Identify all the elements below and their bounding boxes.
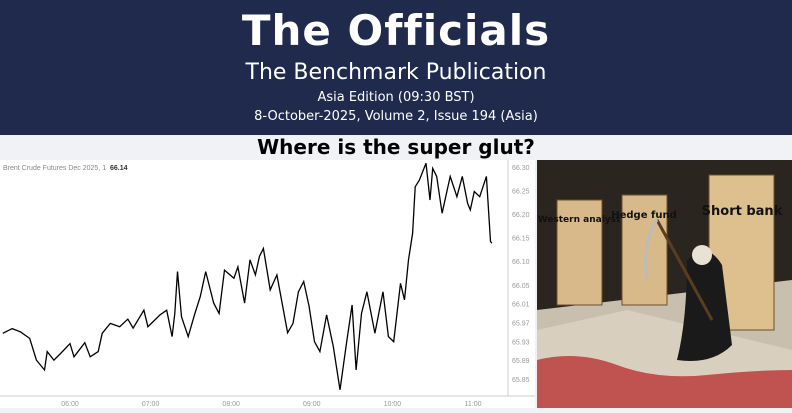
chart-last-value: 66.14 xyxy=(110,165,128,172)
x-tick-label: 11:00 xyxy=(465,401,482,408)
y-tick-label: 66.15 xyxy=(512,236,530,243)
y-tick-label: 65.97 xyxy=(512,320,530,327)
y-tick-label: 66.01 xyxy=(512,302,530,309)
door-label-short-bank: Short bank xyxy=(702,204,783,219)
issue-label: 8-October-2025, Volume 2, Issue 194 (Asi… xyxy=(254,109,538,124)
chart-canvas: 66.30 66.25 66.20 66.15 66.10 66.05 66.01 65.97… xyxy=(0,160,535,408)
x-tick-label: 06:00 xyxy=(61,401,79,408)
x-tick-label: 09:00 xyxy=(303,401,321,408)
cartoon-illustration: Western analyst Hedge fund Short bank xyxy=(537,160,792,408)
y-tick-label: 66.10 xyxy=(512,259,530,266)
door-label-hedge-fund: Hedge fund xyxy=(611,210,676,221)
y-tick-label: 66.30 xyxy=(512,165,530,172)
y-tick-label: 66.25 xyxy=(512,189,530,196)
logo-text: The Officials xyxy=(241,6,551,55)
x-tick-label: 08:00 xyxy=(222,401,240,408)
price-series-line xyxy=(2,162,493,390)
y-tick-label: 65.85 xyxy=(512,377,530,384)
headline: Where is the super glut? xyxy=(257,135,535,159)
grim-reaper-figure xyxy=(644,219,732,361)
x-tick-label: 10:00 xyxy=(384,401,402,408)
chart-title: Brent Crude Futures Dec 2025, 1 66.14 xyxy=(3,165,128,172)
y-tick-label: 65.93 xyxy=(512,339,530,346)
chart-title-text: Brent Crude Futures Dec 2025, 1 xyxy=(3,165,107,172)
edition-label: Asia Edition (09:30 BST) xyxy=(317,90,475,105)
publication-name: The Benchmark Publication xyxy=(245,60,547,85)
x-tick-label: 07:00 xyxy=(142,401,160,408)
door-label-western-analyst: Western analyst xyxy=(538,215,621,225)
price-chart: Brent Crude Futures Dec 2025, 1 66.14 66… xyxy=(0,160,535,408)
masthead: The Officials The Benchmark Publication … xyxy=(0,0,792,135)
y-tick-label: 66.05 xyxy=(512,283,530,290)
y-tick-label: 66.20 xyxy=(512,212,530,219)
y-tick-label: 65.89 xyxy=(512,358,530,365)
